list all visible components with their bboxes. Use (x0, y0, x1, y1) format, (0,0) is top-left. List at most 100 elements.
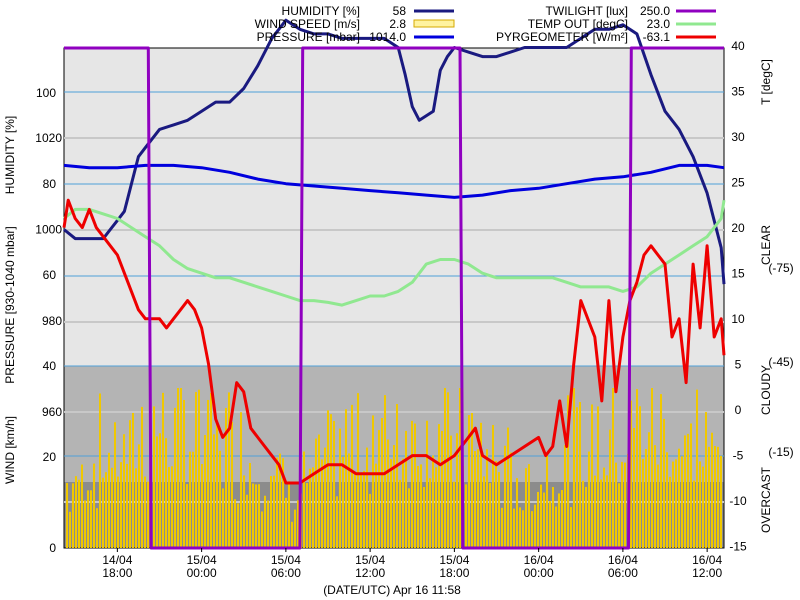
wind-bar (594, 475, 596, 548)
wind-bar (213, 434, 215, 548)
pressure-tick-label: 1020 (35, 131, 62, 145)
wind-bar (423, 487, 425, 548)
wind-bar (294, 509, 296, 548)
legend-value: 58 (393, 4, 407, 18)
wind-bar (84, 500, 86, 548)
wind-bar (174, 407, 176, 548)
x-tick-date: 15/04 (355, 553, 385, 567)
wind-bar (231, 421, 233, 548)
temp-axis-label: T [degC] (759, 59, 773, 105)
wind-bar (195, 392, 197, 548)
wind-bar (681, 456, 683, 548)
series-line (64, 46, 724, 550)
wind-bar (171, 466, 173, 548)
wind-bar (396, 404, 398, 548)
wind-bar (474, 451, 476, 548)
x-tick-time: 06:00 (608, 566, 638, 580)
wind-bar (240, 412, 242, 548)
axes: 1008060402001020100098096040353025201510… (3, 39, 794, 597)
wind-bar (402, 458, 404, 548)
wind-bar (621, 461, 623, 548)
wind-bar (456, 433, 458, 548)
wind-bar (552, 487, 554, 548)
wind-bar (489, 482, 491, 548)
legend-label: WIND SPEED [m/s] (255, 17, 360, 31)
wind-bar (366, 447, 368, 548)
wind-bar (204, 435, 206, 548)
wind-bar (690, 423, 692, 548)
wind-bar (78, 479, 80, 548)
pyrgeometer-tick: (-75) (768, 261, 793, 275)
wind-bar (498, 472, 500, 548)
wind-bar (534, 504, 536, 548)
wind-bar (453, 481, 455, 548)
wind-bar (615, 462, 617, 548)
legend-value: 23.0 (647, 17, 671, 31)
wind-bar (156, 436, 158, 548)
wind-bar (258, 484, 260, 548)
wind-bar (291, 521, 293, 548)
wind-bar (225, 407, 227, 548)
left-tick-label: 80 (43, 177, 57, 191)
wind-bars (66, 388, 722, 548)
series-line (62, 198, 726, 485)
wind-bar (375, 463, 377, 548)
legend-label: PYRGEOMETER [W/m²] (496, 30, 628, 44)
x-tick-date: 15/04 (439, 553, 469, 567)
clear-region (64, 48, 724, 366)
wind-bar (312, 467, 314, 548)
wind-bar (438, 424, 440, 548)
wind-bar (564, 445, 566, 548)
wind-bar (504, 445, 506, 548)
wind-bar (501, 507, 503, 548)
wind-bar (321, 459, 323, 548)
wind-bar (687, 433, 689, 548)
wind-bar (531, 511, 533, 548)
wind-bar (297, 500, 299, 548)
wind-bar (177, 388, 179, 548)
wind-bar (165, 438, 167, 548)
wind-bar (660, 394, 662, 548)
wind-bar (432, 455, 434, 548)
right-tick-label: 30 (731, 130, 745, 144)
sky-label: CLEAR (759, 225, 773, 265)
wind-bar (684, 435, 686, 548)
wind-bar (222, 488, 224, 548)
wind-bar (513, 508, 515, 548)
wind-bar (303, 451, 305, 548)
series-lines (62, 18, 726, 550)
wind-bar (678, 448, 680, 548)
legend-label: TEMP OUT [degC] (528, 17, 628, 31)
wind-bar (645, 448, 647, 548)
wind-bar (132, 412, 134, 548)
pressure-axis-label: PRESSURE [930-1040 mbar] (3, 226, 17, 383)
wind-bar (123, 434, 125, 548)
wind-bar (378, 430, 380, 548)
wind-axis-label: WIND [km/h] (3, 416, 17, 484)
wind-bar (459, 388, 461, 548)
wind-bar (387, 439, 389, 548)
wind-bar (633, 427, 635, 548)
wind-bar (96, 508, 98, 548)
wind-bar (276, 457, 278, 548)
wind-bar (66, 483, 68, 548)
wind-bar (141, 406, 143, 548)
legend: HUMIDITY [%] 58 WIND SPEED [m/s] 2.8 PRESSUR… (255, 4, 716, 44)
wind-bar (525, 468, 527, 548)
wind-bar (624, 462, 626, 548)
wind-bar (393, 445, 395, 548)
wind-bar (330, 414, 332, 548)
wind-bar (192, 451, 194, 548)
wind-bar (342, 456, 344, 548)
wind-bar (648, 432, 650, 548)
wind-bar (654, 445, 656, 548)
wind-bar (108, 452, 110, 548)
wind-bar (144, 476, 146, 548)
wind-bar (219, 450, 221, 548)
wind-bar (510, 452, 512, 548)
legend-label: PRESSURE [mbar] (257, 30, 360, 44)
x-tick-time: 18:00 (102, 566, 132, 580)
wind-bar (609, 429, 611, 548)
wind-bar (519, 507, 521, 548)
wind-bar (354, 473, 356, 548)
